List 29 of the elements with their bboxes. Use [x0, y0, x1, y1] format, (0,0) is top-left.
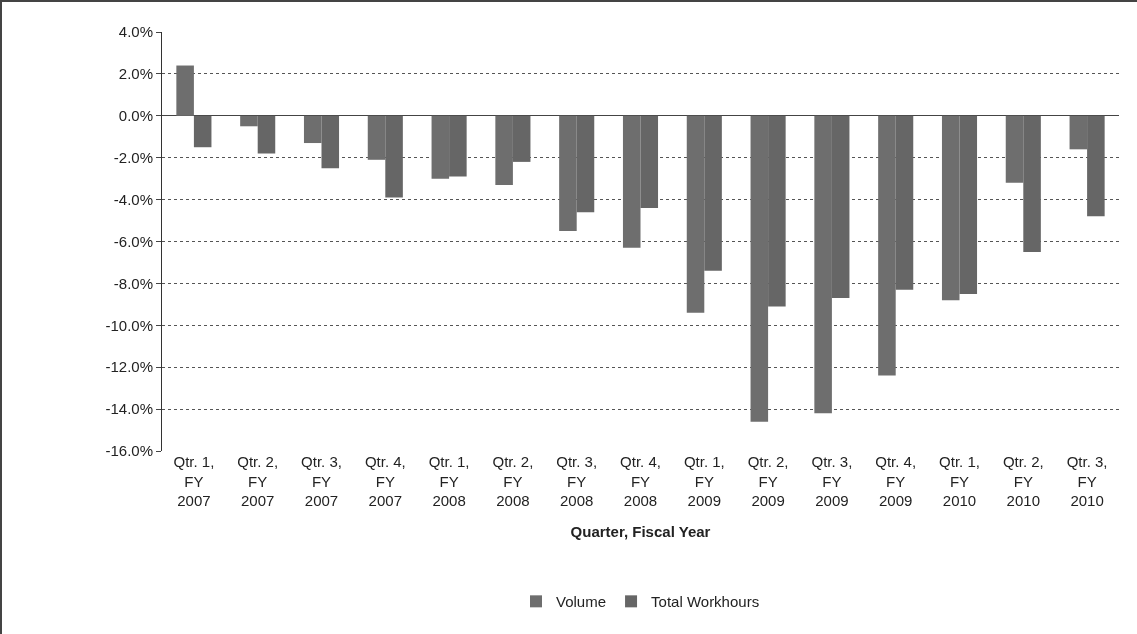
x-tick-label: Qtr. 3, FY 2007 — [301, 453, 342, 509]
x-tick-label: Qtr. 3, FY 2008 — [556, 453, 598, 509]
x-tick-label: Qtr. 3, FY 2009 — [811, 453, 853, 509]
x-tick-label: Qtr. 4, FY 2009 — [875, 453, 917, 509]
x-tick-label: Qtr. 1, FY 2010 — [939, 453, 980, 509]
y-tick-label: 2.0% — [118, 65, 153, 83]
x-tick-label: Qtr. 1, FY 2007 — [173, 453, 215, 509]
x-tick-label: Qtr. 4, FY 2007 — [364, 453, 406, 509]
x-tick-label: Qtr. 3, FY 2010 — [1066, 453, 1108, 509]
legend-label: Volume — [556, 593, 607, 611]
x-tick-label: Qtr. 2, FY 2009 — [747, 453, 789, 509]
legend-label: Total Workhours — [651, 593, 760, 611]
x-tick-label: Qtr. 1, FY 2008 — [428, 453, 470, 509]
y-tick-label: -12.0% — [105, 358, 153, 376]
y-tick-label: -2.0% — [113, 148, 153, 166]
x-tick-label: Qtr. 2, FY 2010 — [1002, 453, 1044, 509]
y-tick-label: -10.0% — [105, 316, 153, 334]
x-axis-title: Quarter, Fiscal Year — [570, 523, 711, 540]
x-tick-label: Qtr. 1, FY 2009 — [683, 453, 725, 509]
y-tick-label: -6.0% — [113, 232, 153, 250]
y-tick-label: -16.0% — [105, 442, 153, 460]
y-tick-label: -4.0% — [113, 190, 153, 208]
x-tick-label: Qtr. 2, FY 2008 — [492, 453, 534, 509]
y-tick-label: 0.0% — [118, 107, 153, 125]
y-tick-label: -14.0% — [105, 400, 153, 418]
y-tick-label: -8.0% — [113, 274, 153, 292]
y-tick-label: 4.0% — [118, 23, 153, 41]
x-tick-label: Qtr. 2, FY 2007 — [237, 453, 279, 509]
x-tick-label: Qtr. 4, FY 2008 — [620, 453, 661, 509]
